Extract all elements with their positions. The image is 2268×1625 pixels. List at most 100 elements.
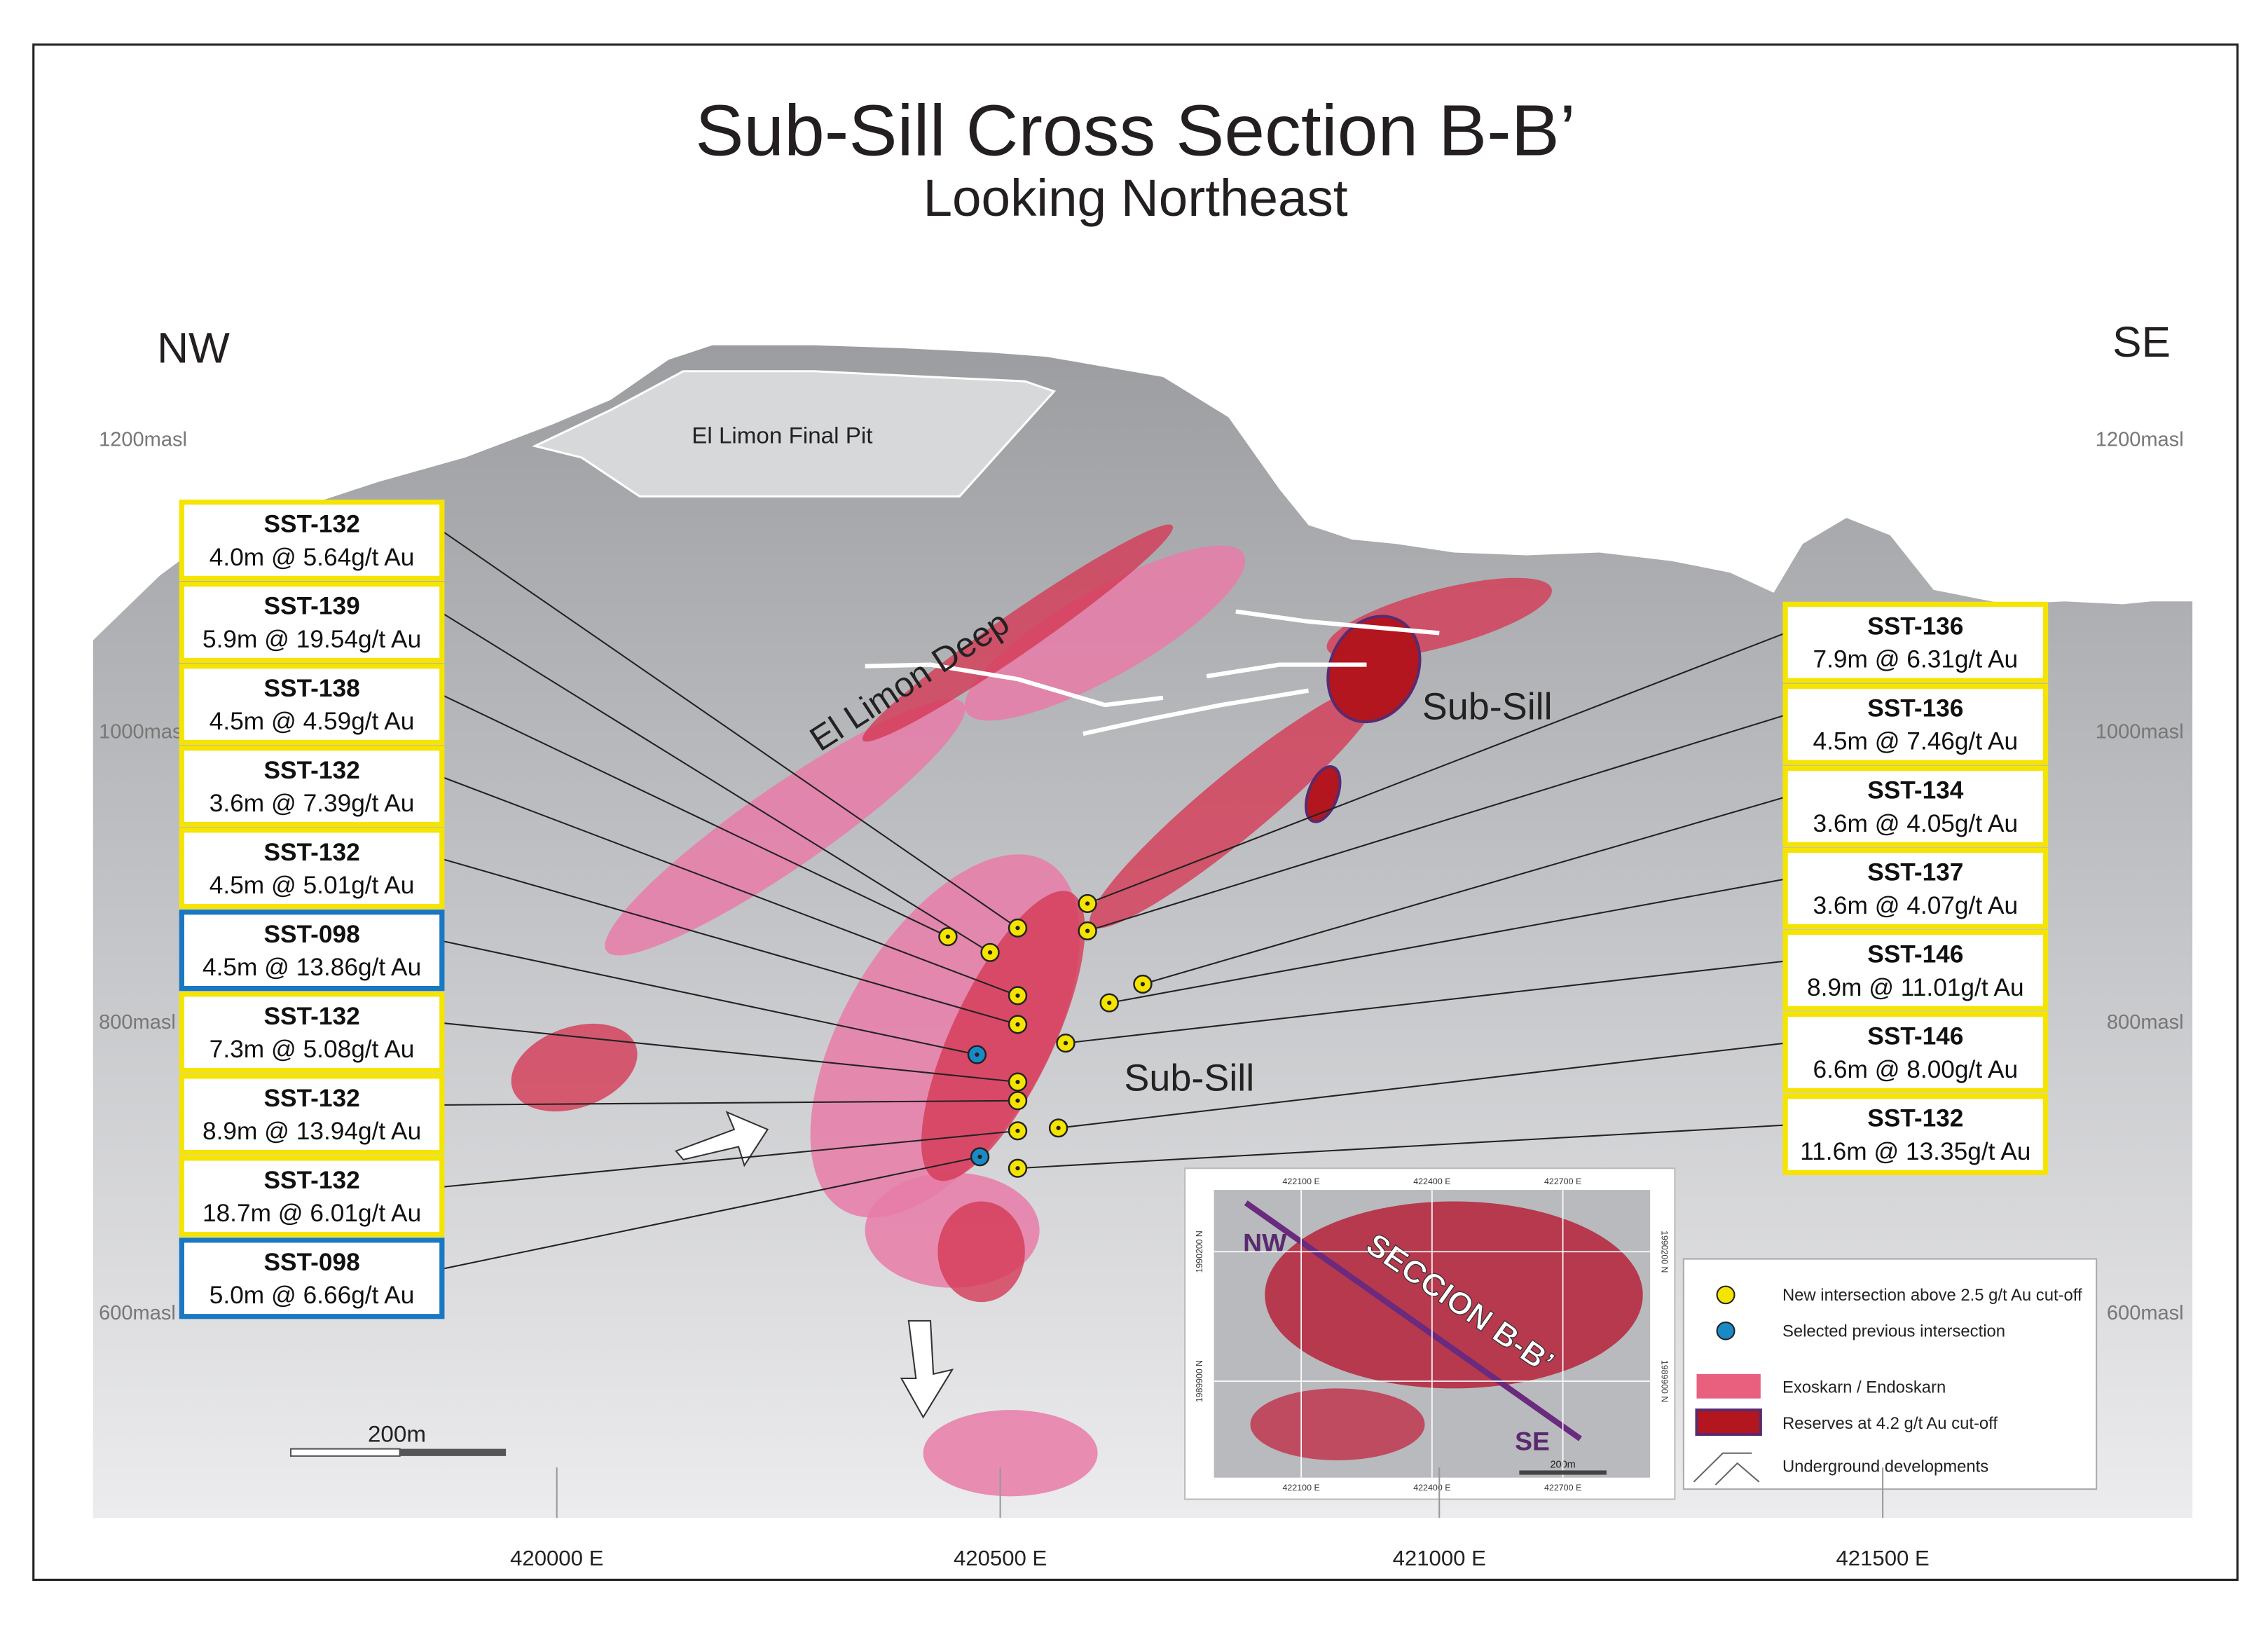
arrow: [900, 1319, 954, 1419]
title: Sub-Sill Cross Section B-B’: [695, 90, 1576, 170]
intersection-result: 6.6m @ 8.00g/t Au: [1813, 1056, 2019, 1083]
elevation-label: 1200masl: [2096, 429, 2184, 451]
intersection-box: [179, 1074, 445, 1156]
drill-dot-center: [987, 950, 993, 955]
inset-body: [1250, 1388, 1425, 1461]
exoskarn: [1090, 683, 1382, 928]
leader-line: [441, 1130, 1018, 1188]
intersection-box: [1782, 1093, 2049, 1175]
underground: [865, 609, 1440, 736]
drill-dot-center: [1085, 901, 1090, 906]
inset-easting: 422100 E: [1282, 1483, 1319, 1493]
leader-line: [1109, 878, 1786, 1004]
inset-easting: 422400 E: [1413, 1483, 1450, 1493]
intersection-result: 7.3m @ 5.08g/t Au: [209, 1036, 415, 1063]
drill-dot-center: [1107, 1001, 1112, 1006]
intersection-box: [1782, 765, 2049, 847]
intersection-result: 11.6m @ 13.35g/t Au: [1800, 1138, 2030, 1165]
hole-id: SST-132: [1867, 1105, 1963, 1132]
inset-easting: 422100 E: [1282, 1177, 1319, 1186]
drill-dot-center: [1015, 926, 1020, 931]
intersection-box: [179, 746, 445, 828]
legend-label: New intersection above 2.5 g/t Au cut-of…: [1782, 1287, 2082, 1305]
hole-id: SST-136: [1867, 613, 1963, 640]
drill-dots: [938, 893, 1153, 1178]
inset-northing: 1989900 N: [1660, 1360, 1670, 1402]
legend-label: Underground developments: [1782, 1458, 1988, 1476]
tunnel: [1083, 688, 1310, 736]
drill-dot-center: [1015, 1098, 1020, 1103]
direction: NW: [157, 324, 230, 373]
exoskarn: [511, 524, 1552, 1303]
hole-id: SST-146: [1867, 1023, 1963, 1050]
easting-label: 420500 E: [954, 1546, 1047, 1570]
intersection-box: [179, 664, 445, 746]
easting-label: 420000 E: [510, 1546, 603, 1570]
intersection-result: 3.6m @ 7.39g/t Au: [209, 790, 415, 817]
skarn: [923, 1410, 1098, 1497]
arrow: [675, 1111, 769, 1167]
leader-line: [441, 694, 949, 938]
drill-dot-center: [1015, 1022, 1020, 1027]
elevation-label: 1200masl: [99, 429, 187, 451]
exoskarn: [937, 1201, 1025, 1303]
pit: [532, 370, 1057, 498]
drill-dot-center: [977, 1154, 982, 1159]
hole-id: SST-139: [263, 593, 359, 620]
elevation-label: 1000masl: [99, 720, 187, 743]
scale-bar: [399, 1448, 507, 1456]
exoskarn: [511, 1023, 638, 1112]
leader-line: [1087, 714, 1786, 932]
drill-dot-center: [975, 1052, 980, 1057]
pit-label: El Limon Final Pit: [692, 423, 872, 448]
legend-dot: [1716, 1285, 1736, 1305]
intersection-box: [1782, 601, 2049, 683]
intersection-result: 4.5m @ 13.86g/t Au: [202, 954, 421, 981]
skarn: [964, 545, 1246, 721]
drill-dot-center: [1015, 1079, 1020, 1085]
intersection-box: [1782, 683, 2049, 765]
leader-line: [441, 1156, 980, 1270]
intersection-result: 8.9m @ 13.94g/t Au: [202, 1118, 421, 1145]
inset-easting: 422700 E: [1544, 1483, 1581, 1493]
drill-dot-center: [1015, 1166, 1020, 1171]
drill-dot-center: [1015, 993, 1020, 998]
inset-easting: 422700 E: [1544, 1177, 1581, 1186]
intersection-box: [179, 1156, 445, 1237]
inset-nw: NW: [1243, 1228, 1287, 1257]
leader-line: [1058, 1042, 1786, 1129]
legend-label: Reserves at 4.2 g/t Au cut-off: [1782, 1415, 1998, 1433]
direction: SE: [2112, 318, 2171, 366]
drill-dot-center: [1056, 1125, 1061, 1130]
intersection-box: [179, 499, 445, 581]
elevation-label: 1000masl: [2096, 720, 2184, 743]
inset-scale-bar: [1519, 1470, 1607, 1475]
hole-id: SST-132: [263, 757, 359, 784]
scale-label: 200m: [368, 1421, 426, 1447]
leader-line: [441, 1099, 1018, 1106]
intersection-box: [179, 1237, 445, 1319]
intersection-box: [179, 992, 445, 1074]
inset-easting: 422400 E: [1413, 1177, 1450, 1186]
legend-swatch: [1695, 1408, 1762, 1437]
zone-label: Sub-Sill: [1422, 686, 1553, 728]
intersection-result: 4.5m @ 5.01g/t Au: [209, 872, 415, 899]
legend-label: Exoskarn / Endoskarn: [1782, 1379, 1946, 1397]
leader-line: [1017, 1124, 1786, 1170]
hole-id: SST-132: [263, 1003, 359, 1030]
drill-dot-center: [945, 934, 951, 939]
hole-id: SST-138: [263, 675, 359, 702]
drill-dot-center: [1015, 1128, 1020, 1133]
legend: New intersection above 2.5 g/t Au cut-of…: [1682, 1258, 2098, 1490]
hole-id: SST-134: [1867, 777, 1964, 804]
intersection-result: 5.0m @ 6.66g/t Au: [209, 1282, 415, 1309]
hole-id: SST-132: [263, 1085, 359, 1112]
exoskarn: [862, 524, 1174, 742]
legend-tunnel: [1693, 1452, 1760, 1486]
leader-line: [1087, 632, 1786, 905]
skarn: [605, 699, 965, 956]
hole-id: SST-132: [263, 1167, 359, 1194]
legend-swatch: [1696, 1373, 1761, 1399]
leader-line: [1142, 796, 1786, 985]
